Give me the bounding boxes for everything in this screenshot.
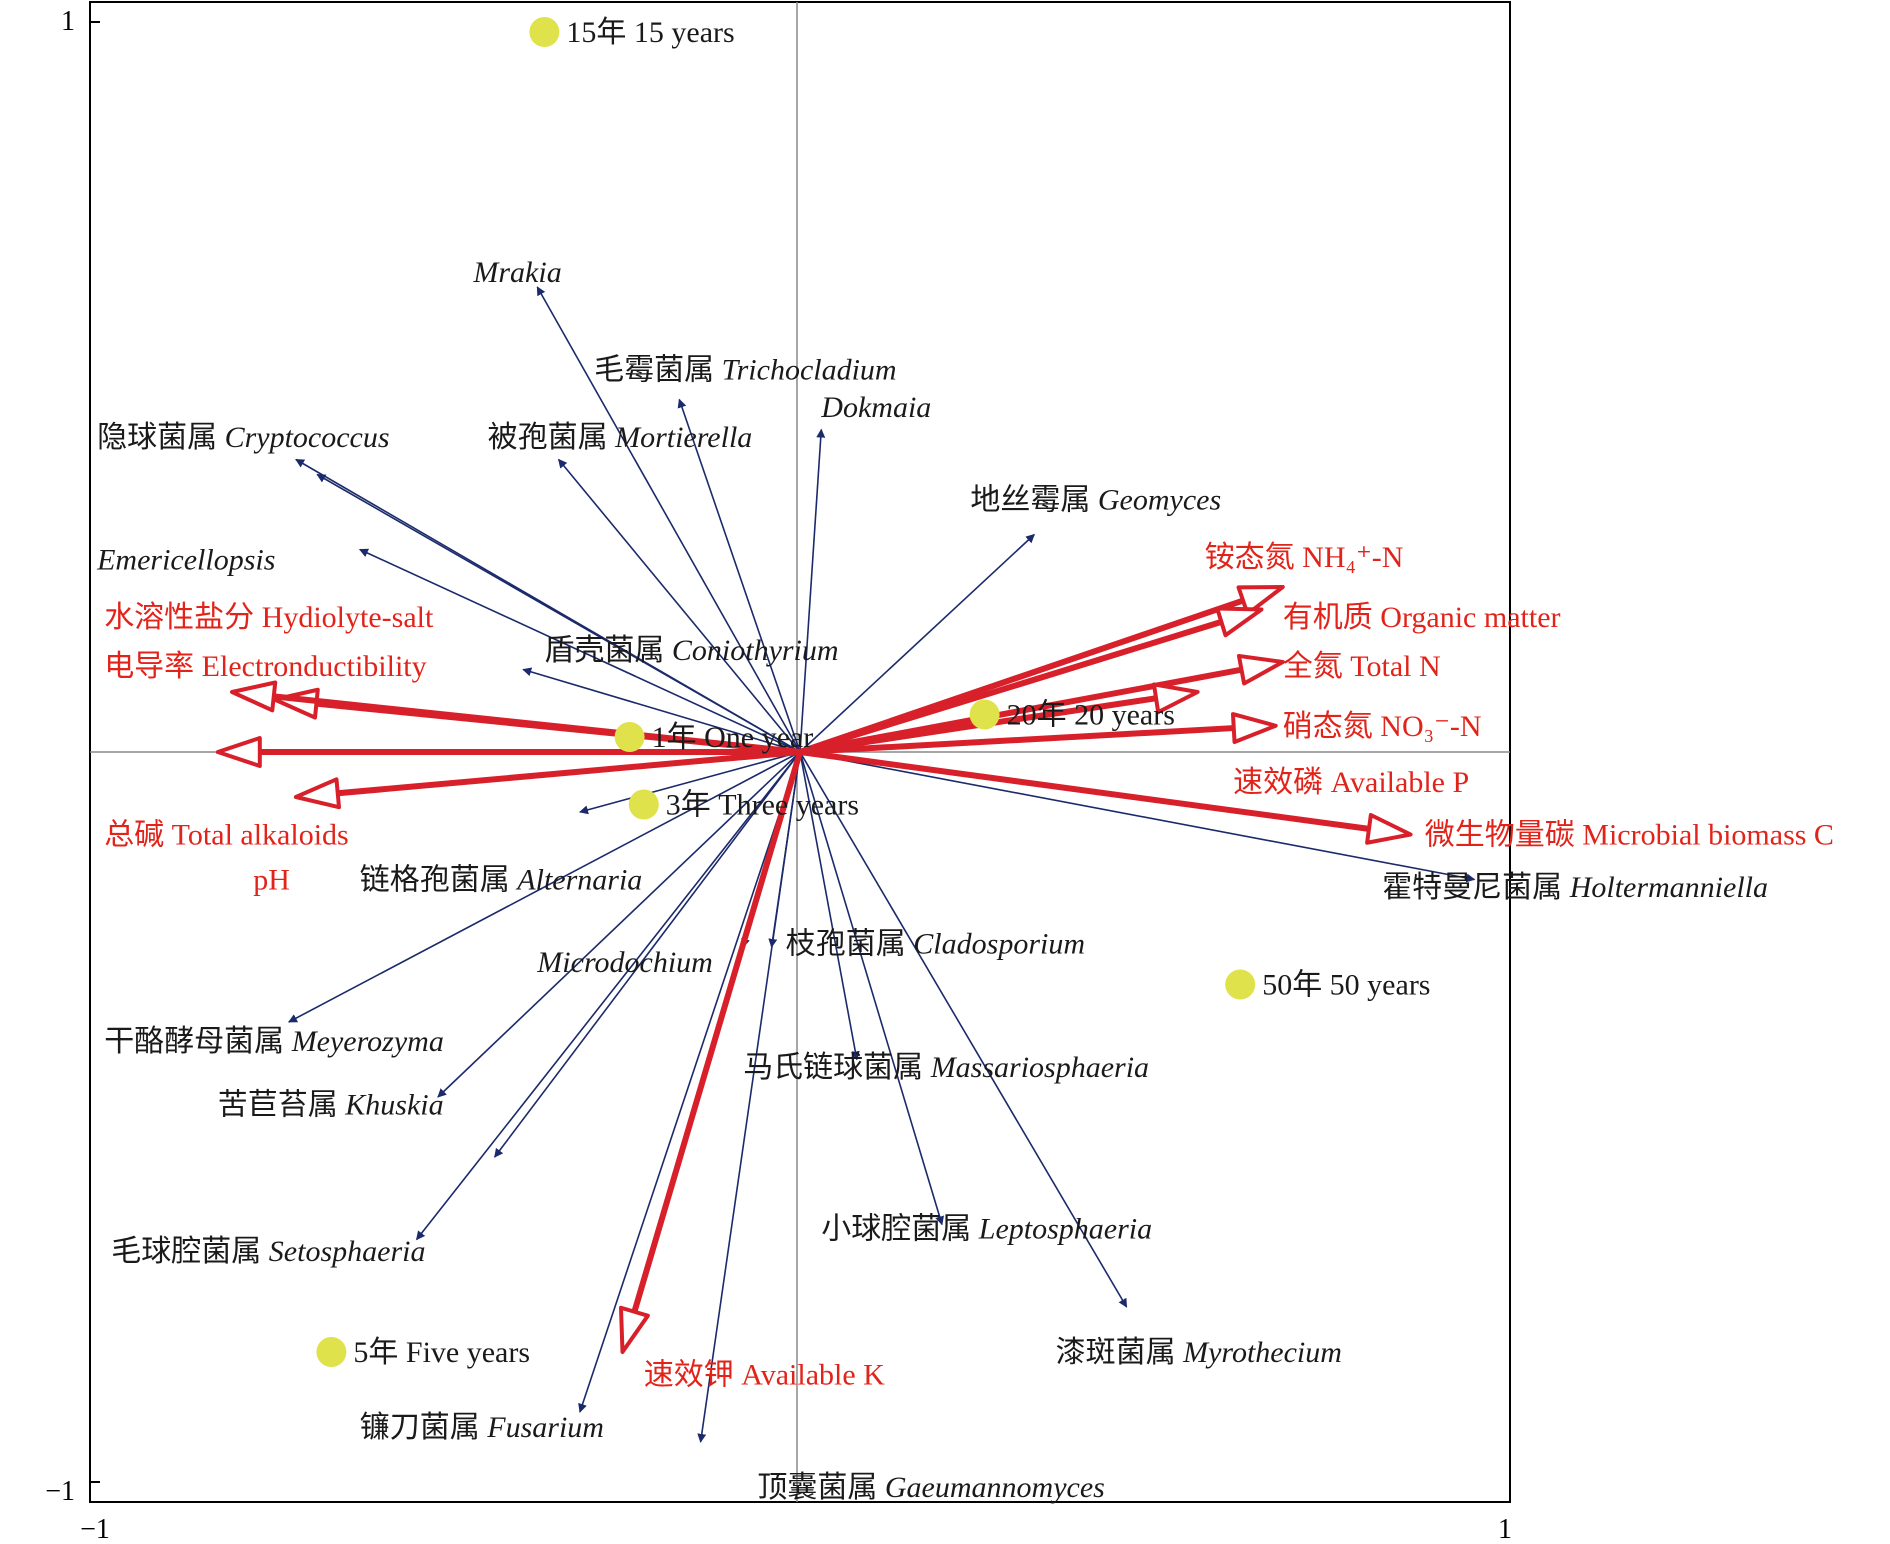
env-arrow-shaft	[270, 693, 803, 755]
species-label: 顶囊菌属 Gaeumannomyces	[757, 1471, 1104, 1504]
env-arrow-shaft	[334, 749, 803, 797]
sample-point	[529, 17, 560, 47]
species-label: 枝孢菌属 Cladosporium	[786, 927, 1085, 960]
env-arrow-shaft	[797, 749, 1372, 832]
env-arrow-head	[618, 1305, 650, 1354]
species-label: 镰刀菌属 Fusarium	[360, 1411, 604, 1444]
env-factor-label: 硝态氮 NO₃⁻-N	[1283, 710, 1482, 743]
env-arrow-head	[1365, 813, 1413, 845]
species-arrow	[799, 751, 1128, 1308]
species-label: 地丝霉属 Geomyces	[970, 483, 1221, 516]
env-factor-label: pH	[253, 864, 290, 897]
env-factor-label: 全氮 Total N	[1283, 650, 1441, 683]
species-arrow	[799, 533, 1035, 753]
species-label: 马氏链球菌属 Massariosphaeria	[743, 1051, 1149, 1084]
species-arrow	[677, 398, 801, 753]
species-arrow	[799, 428, 826, 753]
sample-point	[614, 722, 645, 752]
x-tick-label-max: 1	[1498, 1514, 1512, 1544]
species-arrow	[579, 751, 801, 815]
env-factor-label: 水溶性盐分 Hydiolyte-salt	[104, 601, 434, 634]
env-factor-label: 铵态氮 NH₄⁺-N	[1205, 541, 1404, 574]
sample-label: 50年 50 years	[1262, 969, 1430, 1002]
labels: 1年 One year 3年 Three years 5年 Five years 15…	[96, 16, 1834, 1504]
env-factor-label: 有机质 Organic matter	[1283, 601, 1561, 634]
env-factor-label: 电导率 Electronductibility	[104, 650, 426, 683]
species-label: 漆斑菌属 Myrothecium	[1056, 1336, 1342, 1369]
env-arrow-head	[1236, 585, 1285, 616]
env-arrow-head	[293, 777, 341, 810]
species-arrow	[697, 751, 801, 1443]
env-arrow-head	[230, 680, 278, 713]
x-tick-label-min: −1	[80, 1514, 110, 1544]
sample-label: 5年 Five years	[353, 1336, 530, 1369]
sample-label: 3年 Three years	[666, 789, 859, 822]
species-label: 盾壳菌属 Coniothyrium	[544, 634, 838, 667]
species-label: 小球腔菌属 Leptosphaeria	[821, 1212, 1152, 1245]
species-label: 隐球菌属 Cryptococcus	[97, 421, 389, 454]
env-arrow-head	[1215, 606, 1264, 638]
species-arrow	[316, 473, 801, 753]
species-label: Mrakia	[472, 256, 561, 289]
species-label: Microdochium	[536, 946, 713, 979]
y-tick-label-min: −1	[45, 1476, 75, 1507]
env-arrow-head	[1230, 712, 1278, 745]
species-label: Dokmaia	[820, 391, 931, 424]
species-label: 干酪酵母菌属 Meyerozyma	[104, 1025, 444, 1058]
sample-point	[316, 1337, 347, 1367]
sample-point	[628, 789, 659, 820]
species-arrow	[494, 751, 801, 1158]
env-factor-label: 速效磷 Available P	[1233, 766, 1469, 799]
env-arrow-head	[215, 736, 262, 768]
tick-marks	[89, 21, 1511, 1502]
species-arrow	[799, 751, 1476, 883]
species-arrow	[799, 751, 860, 1061]
env-arrow-head	[1236, 653, 1285, 686]
species-label: 毛球腔菌属 Setosphaeria	[111, 1235, 425, 1268]
sample-label: 15年 15 years	[566, 16, 734, 49]
species-label: 被孢菌属 Mortierella	[488, 421, 753, 454]
species-label: Emericellopsis	[96, 543, 275, 576]
sample-points	[316, 17, 1256, 1367]
env-arrow-shaft	[797, 618, 1225, 755]
species-arrow	[437, 751, 801, 1098]
species-arrow	[557, 458, 801, 753]
env-arrow-head	[272, 687, 320, 720]
env-factor-label: 速效钾 Available K	[644, 1359, 885, 1392]
environment-arrows	[215, 585, 1413, 1354]
species-label: 链格孢菌属 Alternaria	[360, 864, 643, 897]
species-arrow	[536, 286, 801, 753]
species-arrows	[288, 286, 1476, 1443]
y-tick-label-max: 1	[61, 6, 75, 37]
env-arrow-shaft	[797, 725, 1237, 755]
env-arrow-head	[1151, 682, 1200, 715]
env-factor-label: 总碱 Total alkaloids	[104, 819, 349, 852]
sample-point	[969, 699, 1000, 730]
sample-point	[1225, 969, 1256, 1000]
species-arrow	[358, 548, 801, 753]
species-arrow	[415, 751, 801, 1241]
species-label: 霍特曼尼菌属 Holtermanniella	[1382, 871, 1768, 904]
species-label: 毛霉菌属 Trichocladium	[594, 354, 897, 387]
env-factor-label: 微生物量碳 Microbial biomass C	[1425, 819, 1834, 852]
species-arrow	[522, 667, 801, 753]
species-arrow	[288, 751, 801, 1023]
sample-label: 20年 20 years	[1007, 699, 1175, 732]
sample-label: 1年 One year	[652, 721, 814, 754]
species-label: 苦苣苔属 Khuskia	[218, 1089, 444, 1122]
species-arrow	[578, 751, 801, 1413]
species-arrow	[799, 751, 944, 1226]
env-arrow-shaft	[631, 749, 803, 1315]
